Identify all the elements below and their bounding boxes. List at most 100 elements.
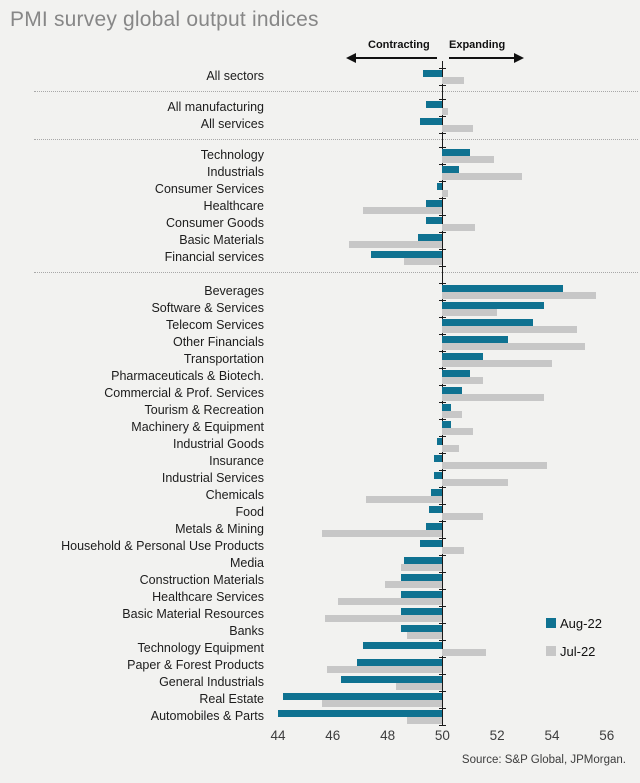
aug-bar <box>283 692 443 700</box>
chart-row: Consumer Goods <box>0 214 640 232</box>
chart-row: Chemicals <box>0 486 640 504</box>
row-plot <box>272 554 640 572</box>
axis-tick <box>438 333 446 335</box>
jul-bar <box>327 665 443 673</box>
chart-row: Automobiles & Parts <box>0 707 640 726</box>
axis-tick <box>438 656 446 658</box>
aug-bar <box>442 386 462 394</box>
row-plot <box>272 146 640 164</box>
axis-tick <box>438 367 446 369</box>
axis-tick <box>438 384 446 386</box>
jul-bar <box>442 512 484 520</box>
legend-item-aug: Aug-22 <box>546 615 602 631</box>
jul-bar <box>442 359 552 367</box>
legend-label-aug: Aug-22 <box>560 615 602 631</box>
row-plot <box>272 690 640 708</box>
axis-tick <box>438 146 446 148</box>
row-label: Other Financials <box>172 335 264 349</box>
chart-row: Industrial Goods <box>0 435 640 453</box>
aug-bar <box>404 556 443 564</box>
axis-tick <box>438 248 446 250</box>
x-tick-label: 46 <box>325 728 341 743</box>
chart-row: All services <box>0 115 640 134</box>
row-plot <box>272 520 640 538</box>
row-label: Commercial & Prof. Services <box>104 386 264 400</box>
axis-tick <box>438 537 446 539</box>
row-plot <box>272 401 640 419</box>
chart-row: Insurance <box>0 452 640 470</box>
row-label: Insurance <box>209 454 264 468</box>
aug-bar <box>425 216 443 224</box>
axis-tick <box>438 639 446 641</box>
row-label: Media <box>229 556 264 570</box>
axis-tick <box>438 350 446 352</box>
row-plot <box>272 469 640 487</box>
chart-row: All sectors <box>0 67 640 86</box>
source-note: Source: S&P Global, JPMorgan. <box>461 754 626 766</box>
row-plot <box>272 367 640 385</box>
section-separator <box>34 91 638 92</box>
jul-bar <box>442 325 577 333</box>
jul-bar <box>404 257 443 265</box>
chart-row: Tourism & Recreation <box>0 401 640 419</box>
x-tick-label: 50 <box>434 728 450 743</box>
row-plot <box>272 673 640 691</box>
legend-swatch-aug <box>546 618 556 628</box>
row-plot <box>272 435 640 453</box>
jul-bar <box>362 206 443 214</box>
row-plot <box>272 486 640 504</box>
chart-row: Beverages <box>0 282 640 300</box>
row-label: General Industrials <box>159 675 264 689</box>
row-label: Industrial Services <box>161 471 264 485</box>
aug-bar <box>425 199 443 207</box>
axis-tick <box>438 418 446 420</box>
jul-bar <box>442 461 547 469</box>
chart-row: Metals & Mining <box>0 520 640 538</box>
row-label: Paper & Forest Products <box>127 658 264 672</box>
row-label: Pharmaceuticals & Biotech. <box>111 369 264 383</box>
row-label: Basic Material Resources <box>122 607 264 621</box>
aug-bar <box>442 301 544 309</box>
axis-tick <box>438 469 446 471</box>
row-plot <box>272 163 640 181</box>
chart-row: All manufacturing <box>0 98 640 116</box>
x-tick-label: 44 <box>270 728 286 743</box>
aug-bar <box>434 471 443 479</box>
row-label: Technology <box>200 148 264 162</box>
row-label: Metals & Mining <box>175 522 264 536</box>
legend-swatch-jul <box>546 646 556 656</box>
aug-bar <box>425 522 443 530</box>
axis-tick <box>438 214 446 216</box>
aug-bar <box>425 100 443 108</box>
axis-tick <box>438 622 446 624</box>
aug-bar <box>420 117 443 125</box>
jul-bar <box>324 614 443 622</box>
row-label: Machinery & Equipment <box>131 420 264 434</box>
chart-row: Healthcare Services <box>0 588 640 606</box>
row-label: Transportation <box>183 352 264 366</box>
chart-row: Telecom Services <box>0 316 640 334</box>
row-plot <box>272 656 640 674</box>
row-label: Beverages <box>204 284 264 298</box>
chart-group: Technology Industrials Consumer Services He… <box>0 146 640 267</box>
row-plot <box>272 503 640 521</box>
jul-bar <box>442 342 585 350</box>
chart-title: PMI survey global output indices <box>10 8 319 31</box>
aug-bar <box>442 420 451 428</box>
aug-bar <box>442 335 509 343</box>
jul-bar <box>395 682 443 690</box>
jul-bar <box>442 393 544 401</box>
jul-bar <box>406 716 443 724</box>
chart-row: Machinery & Equipment <box>0 418 640 436</box>
row-plot <box>272 605 640 623</box>
row-plot <box>272 622 640 640</box>
jul-bar <box>384 580 443 588</box>
aug-bar <box>362 641 443 649</box>
jul-bar <box>442 76 465 84</box>
axis-tick <box>438 724 446 726</box>
row-label: Real Estate <box>199 692 264 706</box>
axis-tick <box>438 197 446 199</box>
aug-bar <box>436 437 443 445</box>
axis-tick <box>438 316 446 318</box>
chart-group: Beverages Software & Services Telecom Serv… <box>0 282 640 726</box>
